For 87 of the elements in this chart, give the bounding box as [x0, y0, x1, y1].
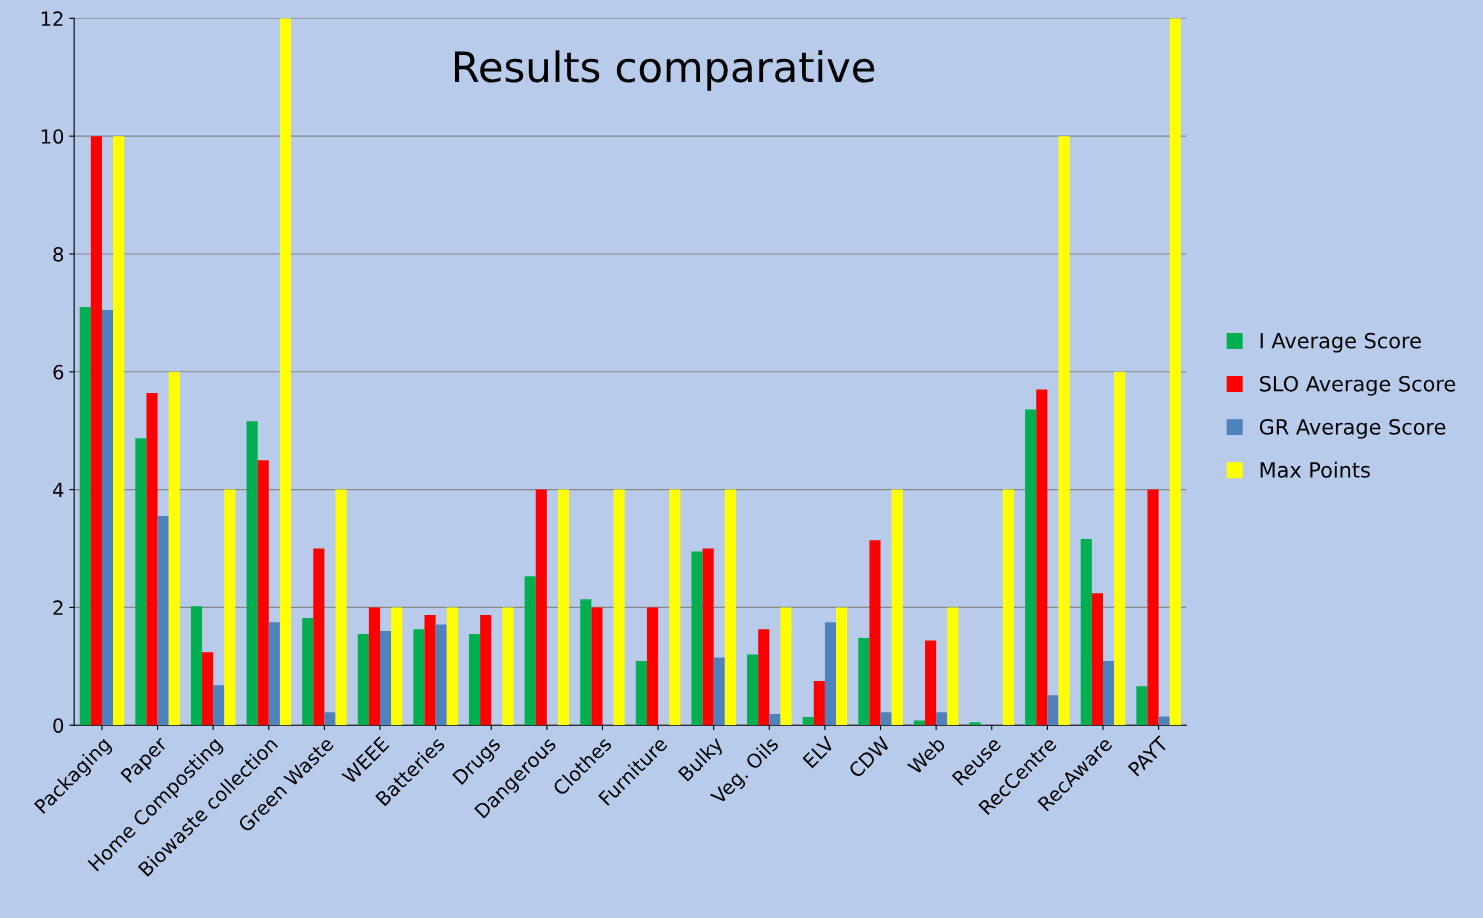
legend-label: SLO Average Score: [1260, 375, 1456, 396]
bar: [224, 489, 236, 726]
y-tick-label: 6: [53, 364, 64, 380]
bar: [535, 489, 547, 726]
bar: [1058, 136, 1070, 726]
bar: [824, 622, 837, 726]
bar: [802, 716, 814, 726]
bar: [858, 638, 870, 726]
bar: [357, 633, 369, 726]
bar: [380, 630, 392, 726]
bar: [168, 371, 180, 726]
y-tick-label: 10: [41, 129, 64, 144]
y-tick-label: 0: [53, 718, 64, 733]
bar: [202, 652, 214, 726]
bar: [135, 438, 147, 726]
bar: [702, 548, 714, 726]
bar: [213, 685, 225, 726]
bar: [591, 607, 603, 726]
bar: [1169, 18, 1181, 726]
bar: [391, 607, 403, 726]
bar: [936, 712, 948, 726]
bar: [669, 489, 681, 726]
bar: [1136, 686, 1148, 726]
bar: [747, 654, 759, 726]
x-tick-label: Web: [906, 735, 947, 776]
y-tick-label: 12: [41, 11, 63, 26]
bar: [1047, 695, 1059, 726]
bar: [524, 576, 536, 726]
bar: [435, 624, 447, 726]
bar: [836, 607, 848, 726]
bar: [969, 722, 981, 726]
bar: [302, 618, 314, 726]
bar: [646, 607, 659, 726]
bar: [101, 309, 114, 726]
bar: [713, 657, 725, 726]
bar: [724, 489, 736, 726]
bar: [446, 607, 458, 726]
text: Results comparative: [454, 50, 875, 91]
bar: [246, 421, 258, 726]
bar: [190, 606, 203, 726]
bar: [1147, 489, 1159, 726]
bar: [313, 548, 325, 726]
bar: [1102, 661, 1115, 726]
bar: [157, 516, 169, 726]
bar: [1114, 371, 1126, 726]
bar: [335, 489, 347, 726]
bar: [424, 615, 436, 726]
bar: [79, 306, 91, 726]
bar: [502, 607, 514, 726]
bar: [813, 681, 825, 726]
bar: [1036, 389, 1048, 726]
bar: [891, 489, 903, 726]
bar: [947, 607, 959, 726]
bar: [758, 629, 770, 726]
bar: [769, 714, 781, 726]
x-tick-label: ELV: [802, 735, 836, 769]
legend-label: Max Points: [1260, 461, 1370, 478]
legend-label: GR Average Score: [1259, 418, 1446, 439]
bar: [635, 661, 647, 726]
bar: [925, 640, 937, 726]
bar: [113, 136, 125, 726]
bar: [1002, 489, 1014, 726]
bar: [257, 460, 269, 726]
bar: [557, 489, 570, 726]
bar: [580, 599, 592, 726]
bar: [1025, 409, 1037, 726]
bar: [613, 489, 625, 726]
legend-label: I Average Score: [1260, 332, 1421, 353]
bar: [469, 633, 481, 726]
y-tick-label: 8: [53, 246, 64, 262]
bar: [324, 712, 336, 726]
bar: [146, 393, 158, 726]
bar: [413, 629, 425, 726]
bar: [1158, 716, 1170, 726]
bar: [90, 136, 102, 726]
y-tick-label: 2: [53, 600, 63, 615]
bar: [368, 607, 381, 726]
bar: [691, 551, 703, 726]
bar: [268, 622, 280, 726]
bar: [869, 540, 881, 726]
bar: [480, 615, 492, 726]
bar: [880, 712, 892, 726]
bar: [279, 18, 292, 726]
bar: [1080, 539, 1092, 726]
bar: [1091, 593, 1103, 726]
bar: [780, 607, 792, 726]
y-tick-label: 4: [53, 482, 64, 497]
